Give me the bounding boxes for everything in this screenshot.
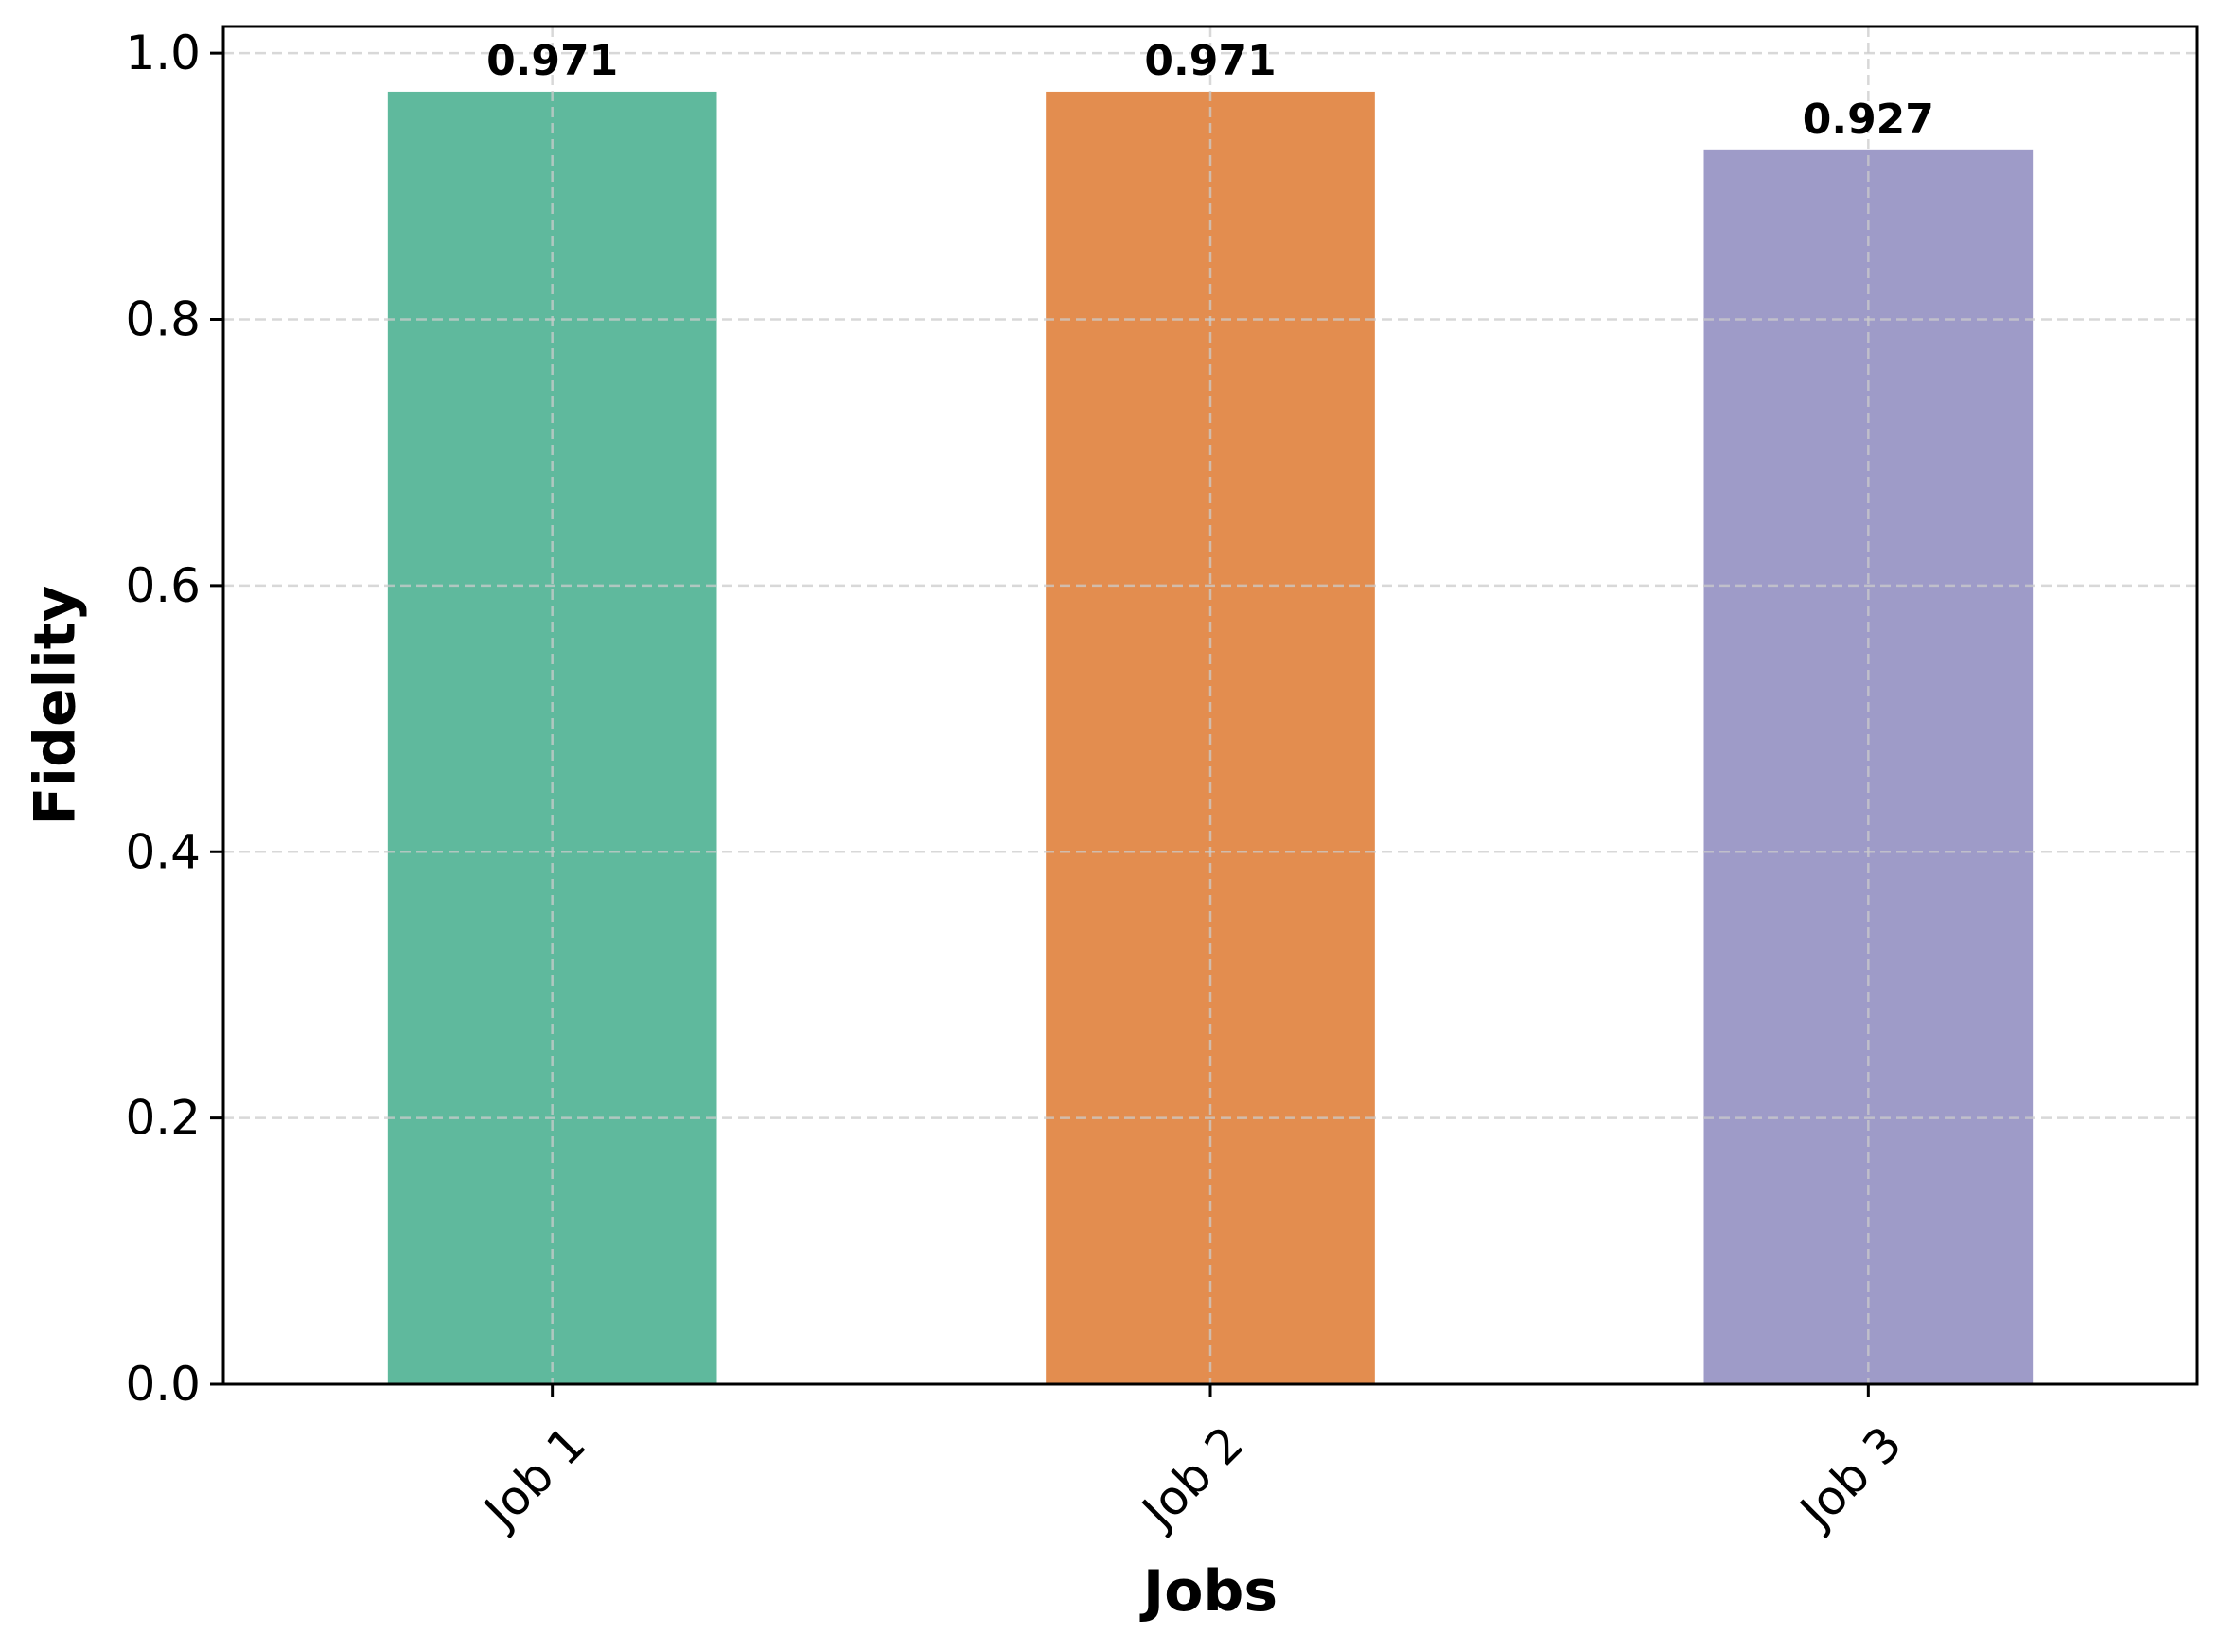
y-tick-label: 0.8 (125, 292, 201, 347)
bar-value-label: 0.971 (1144, 37, 1276, 85)
x-tick-label: Job 2 (1130, 1415, 1254, 1539)
bar-value-label: 0.927 (1803, 96, 1934, 144)
x-tick-label: Job 1 (472, 1415, 596, 1539)
y-tick-label: 0.6 (125, 558, 201, 613)
y-tick-label: 0.4 (125, 824, 201, 879)
y-tick-label: 0.2 (125, 1091, 201, 1146)
y-tick-label: 1.0 (125, 26, 201, 80)
y-tick-label: 0.0 (125, 1357, 201, 1412)
x-axis-title: Jobs (1139, 1558, 1277, 1625)
axis-layer (210, 25, 2199, 1397)
y-axis-title: Fidelity (23, 585, 89, 825)
bar-value-label: 0.971 (486, 37, 618, 85)
x-tick-label: Job 3 (1788, 1415, 1912, 1539)
